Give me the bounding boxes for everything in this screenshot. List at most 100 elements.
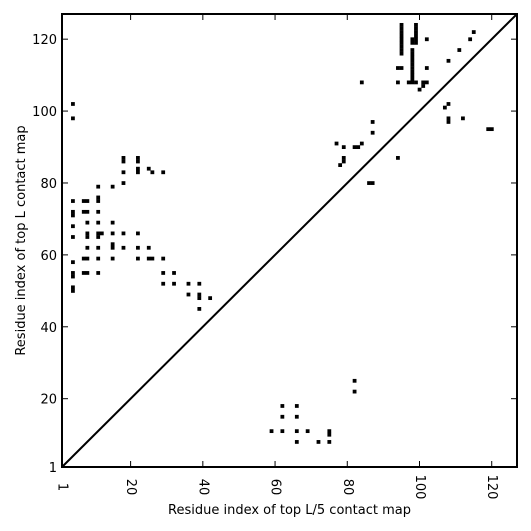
contact-point	[294, 414, 299, 419]
contact-point	[161, 271, 166, 275]
contact-point	[442, 105, 447, 110]
contact-point	[327, 440, 332, 444]
contact-point	[71, 116, 75, 121]
x-tick-label: 120	[484, 475, 499, 500]
contact-point	[486, 127, 491, 132]
y-tick-label: 120	[32, 33, 57, 48]
contact-point	[414, 30, 418, 34]
contact-point	[396, 156, 400, 160]
contact-point	[352, 389, 357, 394]
contact-point	[410, 80, 415, 85]
contact-point	[446, 58, 451, 63]
contact-point	[71, 285, 75, 290]
contact-point	[410, 40, 415, 45]
contact-point	[121, 159, 126, 164]
y-tick-label: 100	[32, 105, 57, 120]
contact-point	[399, 33, 404, 38]
contact-point	[71, 289, 75, 293]
contact-point	[81, 209, 86, 214]
contact-point	[85, 199, 90, 203]
contact-point	[96, 245, 101, 250]
x-tick-label: 1	[55, 483, 70, 491]
contact-point	[136, 245, 140, 250]
contact-point	[81, 271, 86, 275]
contact-point	[399, 44, 404, 49]
contact-point	[110, 220, 115, 225]
x-tick-label: 60	[268, 479, 283, 496]
contact-point	[410, 51, 415, 56]
contact-point	[396, 66, 400, 70]
contact-point	[352, 378, 357, 383]
contact-point	[85, 209, 90, 214]
contact-point	[410, 58, 415, 63]
contact-point	[370, 130, 375, 135]
contact-point	[424, 80, 429, 85]
y-tick-label: 60	[40, 249, 57, 264]
contact-point	[399, 51, 404, 56]
contact-point	[96, 199, 101, 203]
contact-point	[121, 156, 126, 160]
contact-point	[197, 307, 202, 311]
contact-point	[71, 224, 75, 229]
contact-point	[424, 66, 429, 70]
contact-point	[457, 48, 462, 52]
contact-point	[71, 199, 75, 203]
contact-point	[85, 220, 90, 225]
contact-point	[85, 245, 90, 250]
contact-point	[489, 127, 494, 132]
contact-point	[421, 84, 426, 88]
contact-point	[352, 145, 357, 150]
contact-point	[96, 184, 101, 189]
contact-point	[446, 120, 451, 124]
contact-point	[341, 145, 346, 150]
contact-point	[186, 292, 191, 297]
contact-point	[399, 30, 404, 34]
contact-point	[410, 62, 415, 67]
contact-point	[334, 141, 339, 146]
contact-point	[410, 37, 415, 42]
contact-point	[414, 22, 418, 27]
contact-point	[294, 429, 299, 434]
y-tick-label: 1	[49, 461, 57, 476]
contact-point	[399, 66, 404, 70]
contact-point	[150, 256, 155, 261]
contact-point	[410, 55, 415, 60]
contact-point	[446, 116, 451, 121]
contact-point	[146, 256, 151, 261]
contact-point	[197, 281, 202, 286]
contact-point	[96, 231, 101, 236]
contact-point	[468, 37, 473, 42]
x-axis-label: Residue index of top L/5 contact map	[168, 503, 411, 518]
contact-point	[280, 404, 285, 408]
contact-point	[424, 37, 429, 42]
contact-point	[367, 181, 371, 185]
contact-point	[338, 163, 343, 167]
contact-point	[110, 231, 115, 236]
contact-point	[417, 87, 422, 92]
contact-point	[85, 231, 90, 236]
contact-point	[461, 116, 465, 121]
contact-point	[81, 199, 86, 203]
contact-point	[410, 76, 415, 81]
contact-point	[110, 256, 115, 261]
contact-point	[399, 48, 404, 52]
contact-point	[121, 245, 126, 250]
contact-point	[96, 256, 101, 261]
contact-point	[136, 170, 140, 175]
y-tick-label: 20	[40, 393, 57, 408]
contact-point	[410, 48, 415, 52]
contact-point	[197, 296, 202, 301]
contact-point	[341, 159, 346, 164]
contact-point	[161, 256, 166, 261]
contact-point	[99, 231, 104, 236]
contact-point	[414, 40, 418, 45]
contact-point	[414, 37, 418, 42]
contact-point	[150, 170, 155, 175]
data-points	[71, 22, 494, 444]
y-tick-label: 80	[40, 177, 57, 192]
contact-point	[399, 40, 404, 45]
contact-point	[110, 242, 115, 247]
contact-point	[121, 231, 126, 236]
x-tick-label: 100	[412, 475, 427, 500]
